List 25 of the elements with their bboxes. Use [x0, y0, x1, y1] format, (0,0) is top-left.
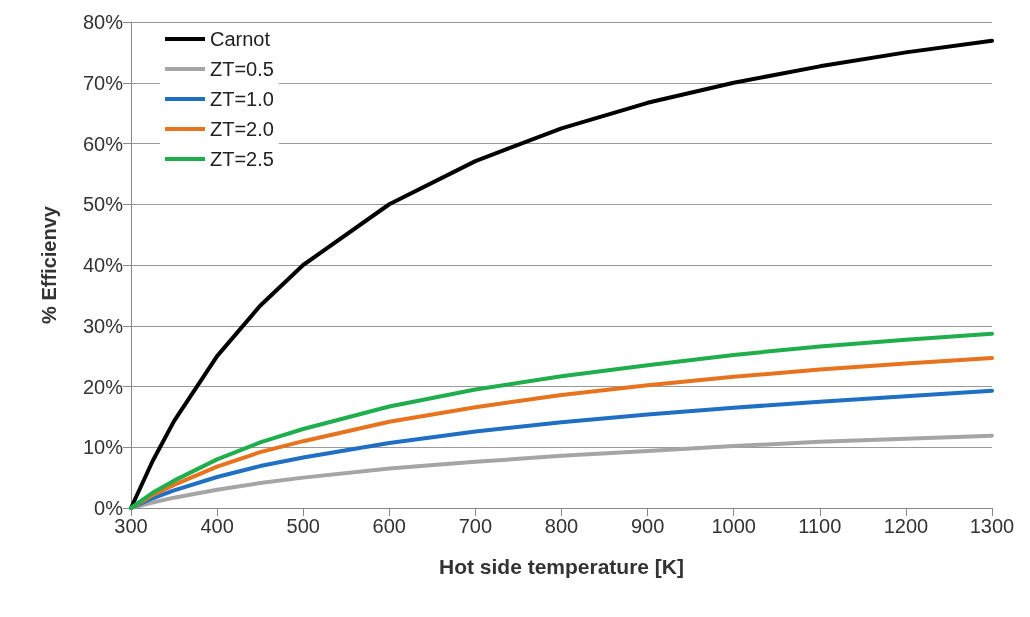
- x-tick-label: 900: [630, 515, 665, 537]
- y-tick-label: 50%: [82, 193, 124, 216]
- y-tick-label: 60%: [82, 132, 124, 155]
- y-axis-title: % Efficienvy: [38, 205, 60, 324]
- x-tick-label: 700: [458, 515, 493, 537]
- legend-label: Carnot: [210, 28, 271, 50]
- y-tick-label: 40%: [82, 254, 124, 276]
- x-tick-label: 600: [372, 515, 406, 537]
- legend-label: ZT=2.5: [210, 148, 274, 170]
- legend-label: ZT=1.0: [210, 88, 274, 110]
- y-tick-label: 20%: [82, 375, 124, 398]
- y-tick-label: 10%: [82, 436, 124, 459]
- x-tick-label: 1100: [798, 515, 842, 537]
- x-tick-label: 400: [200, 515, 234, 537]
- x-tick-label: 500: [286, 515, 320, 537]
- x-tick-label: 1000: [711, 515, 756, 537]
- x-axis-title: Hot side temperature [K]: [438, 555, 685, 578]
- y-tick-label: 80%: [82, 11, 124, 33]
- legend-label: ZT=0.5: [210, 58, 274, 80]
- x-tick-label: 800: [544, 515, 579, 537]
- y-tick-label: 30%: [82, 314, 124, 337]
- legend-label: ZT=2.0: [210, 118, 274, 140]
- x-tick-label: 1300: [969, 515, 1015, 537]
- y-tick-label: 70%: [82, 71, 124, 94]
- x-tick-label: 1200: [883, 515, 929, 537]
